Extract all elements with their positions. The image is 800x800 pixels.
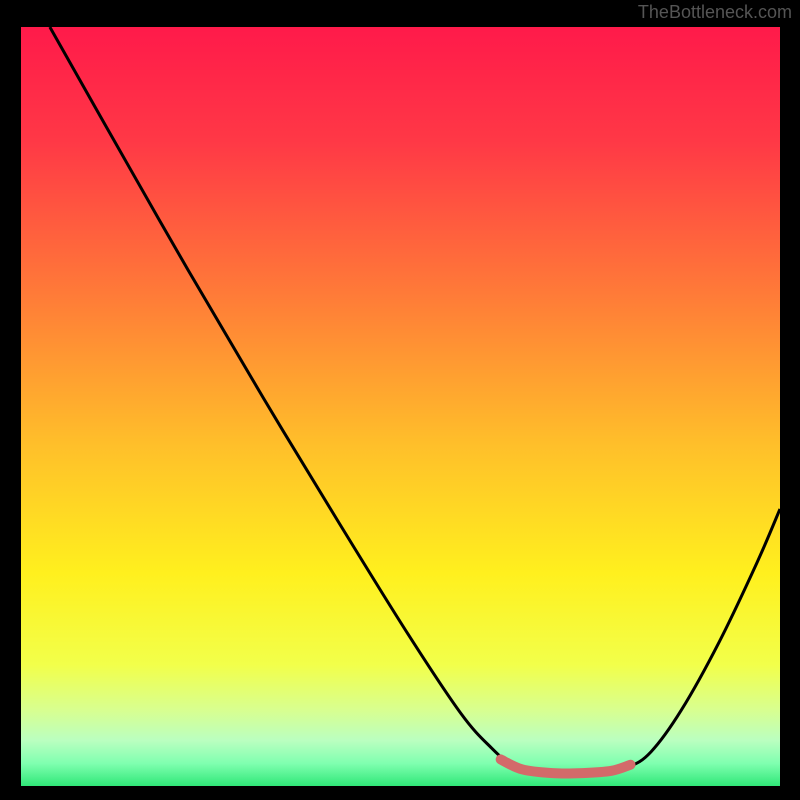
highlight-curve bbox=[501, 759, 631, 773]
main-curve bbox=[50, 27, 780, 774]
curve-svg bbox=[21, 27, 780, 786]
chart-container: TheBottleneck.com bbox=[0, 0, 800, 800]
plot-area bbox=[21, 27, 780, 786]
watermark-text: TheBottleneck.com bbox=[638, 2, 792, 23]
